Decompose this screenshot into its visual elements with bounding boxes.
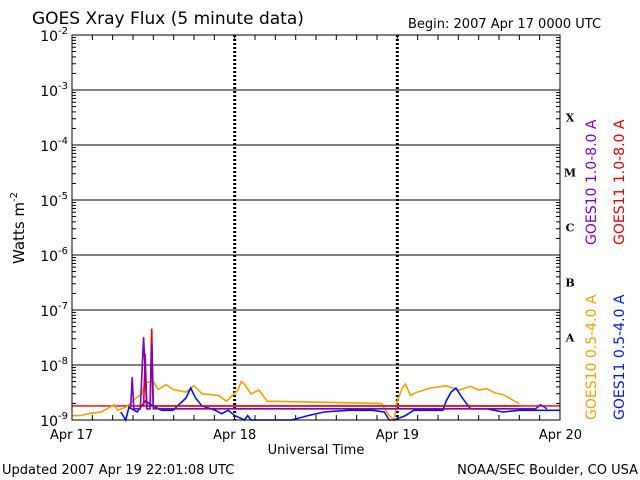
y-tick-base: 10 bbox=[40, 29, 58, 45]
y-tick-exponent: -7 bbox=[58, 301, 68, 312]
series-line bbox=[72, 380, 520, 422]
y-axis-label-sup: -2 bbox=[9, 192, 20, 202]
legend-entry: GOES10 1.0-8.0 A bbox=[584, 119, 600, 245]
series-line bbox=[129, 337, 548, 410]
y-tick-label: 10-7 bbox=[40, 301, 68, 320]
series-layer bbox=[72, 328, 560, 423]
x-tick-label: Apr 18 bbox=[213, 428, 256, 443]
y-tick-exponent: -9 bbox=[58, 411, 68, 422]
footer-updated: Updated 2007 Apr 19 22:01:08 UTC bbox=[2, 463, 234, 478]
y-tick-label: 10-6 bbox=[40, 246, 68, 265]
y-axis-label: Watts m-2 bbox=[9, 192, 28, 264]
label-layer: GOES Xray Flux (5 minute data) Begin: 20… bbox=[2, 9, 638, 478]
legend-entry: GOES11 1.0-8.0 A bbox=[612, 119, 628, 245]
x-tick-label: Apr 20 bbox=[539, 428, 582, 443]
y-tick-label: 10-5 bbox=[40, 191, 68, 210]
plot-frame bbox=[71, 34, 561, 421]
y-tick-exponent: -2 bbox=[58, 26, 68, 37]
footer-source: NOAA/SEC Boulder, CO USA bbox=[457, 463, 638, 478]
y-tick-base: 10 bbox=[40, 194, 58, 210]
y-tick-exponent: -6 bbox=[58, 246, 68, 257]
y-tick-base: 10 bbox=[40, 139, 58, 155]
y-tick-label: 10-8 bbox=[40, 356, 68, 375]
flare-class-label: A bbox=[565, 332, 575, 345]
y-tick-base: 10 bbox=[40, 359, 58, 375]
legend-entry: GOES11 0.5-4.0 A bbox=[612, 294, 628, 420]
begin-label: Begin: 2007 Apr 17 0000 UTC bbox=[408, 17, 601, 32]
y-tick-base: 10 bbox=[40, 84, 58, 100]
y-axis-label-text: Watts m-2 bbox=[9, 192, 28, 264]
y-tick-exponent: -8 bbox=[58, 356, 68, 367]
y-tick-label: 10-9 bbox=[40, 411, 68, 430]
y-axis-label-main: Watts m bbox=[10, 202, 28, 264]
chart-title: GOES Xray Flux (5 minute data) bbox=[32, 9, 304, 29]
x-tick-label: Apr 19 bbox=[376, 428, 419, 443]
flare-class-label: B bbox=[565, 277, 574, 290]
legend-entry: GOES10 0.5-4.0 A bbox=[584, 294, 600, 420]
y-tick-exponent: -3 bbox=[58, 81, 68, 92]
y-tick-label: 10-4 bbox=[40, 136, 68, 155]
flare-class-label: C bbox=[566, 222, 575, 235]
y-tick-label: 10-2 bbox=[40, 26, 68, 45]
flare-class-label: M bbox=[564, 167, 576, 180]
y-tick-base: 10 bbox=[40, 304, 58, 320]
y-tick-exponent: -5 bbox=[58, 191, 68, 202]
y-tick-base: 10 bbox=[40, 414, 58, 430]
x-axis-label: Universal Time bbox=[268, 443, 365, 458]
x-tick-label: Apr 17 bbox=[50, 428, 93, 443]
y-tick-exponent: -4 bbox=[58, 136, 68, 147]
y-tick-label: 10-3 bbox=[40, 81, 68, 100]
grid-layer bbox=[72, 35, 560, 420]
flare-class-label: X bbox=[566, 112, 575, 125]
y-tick-base: 10 bbox=[40, 249, 58, 265]
